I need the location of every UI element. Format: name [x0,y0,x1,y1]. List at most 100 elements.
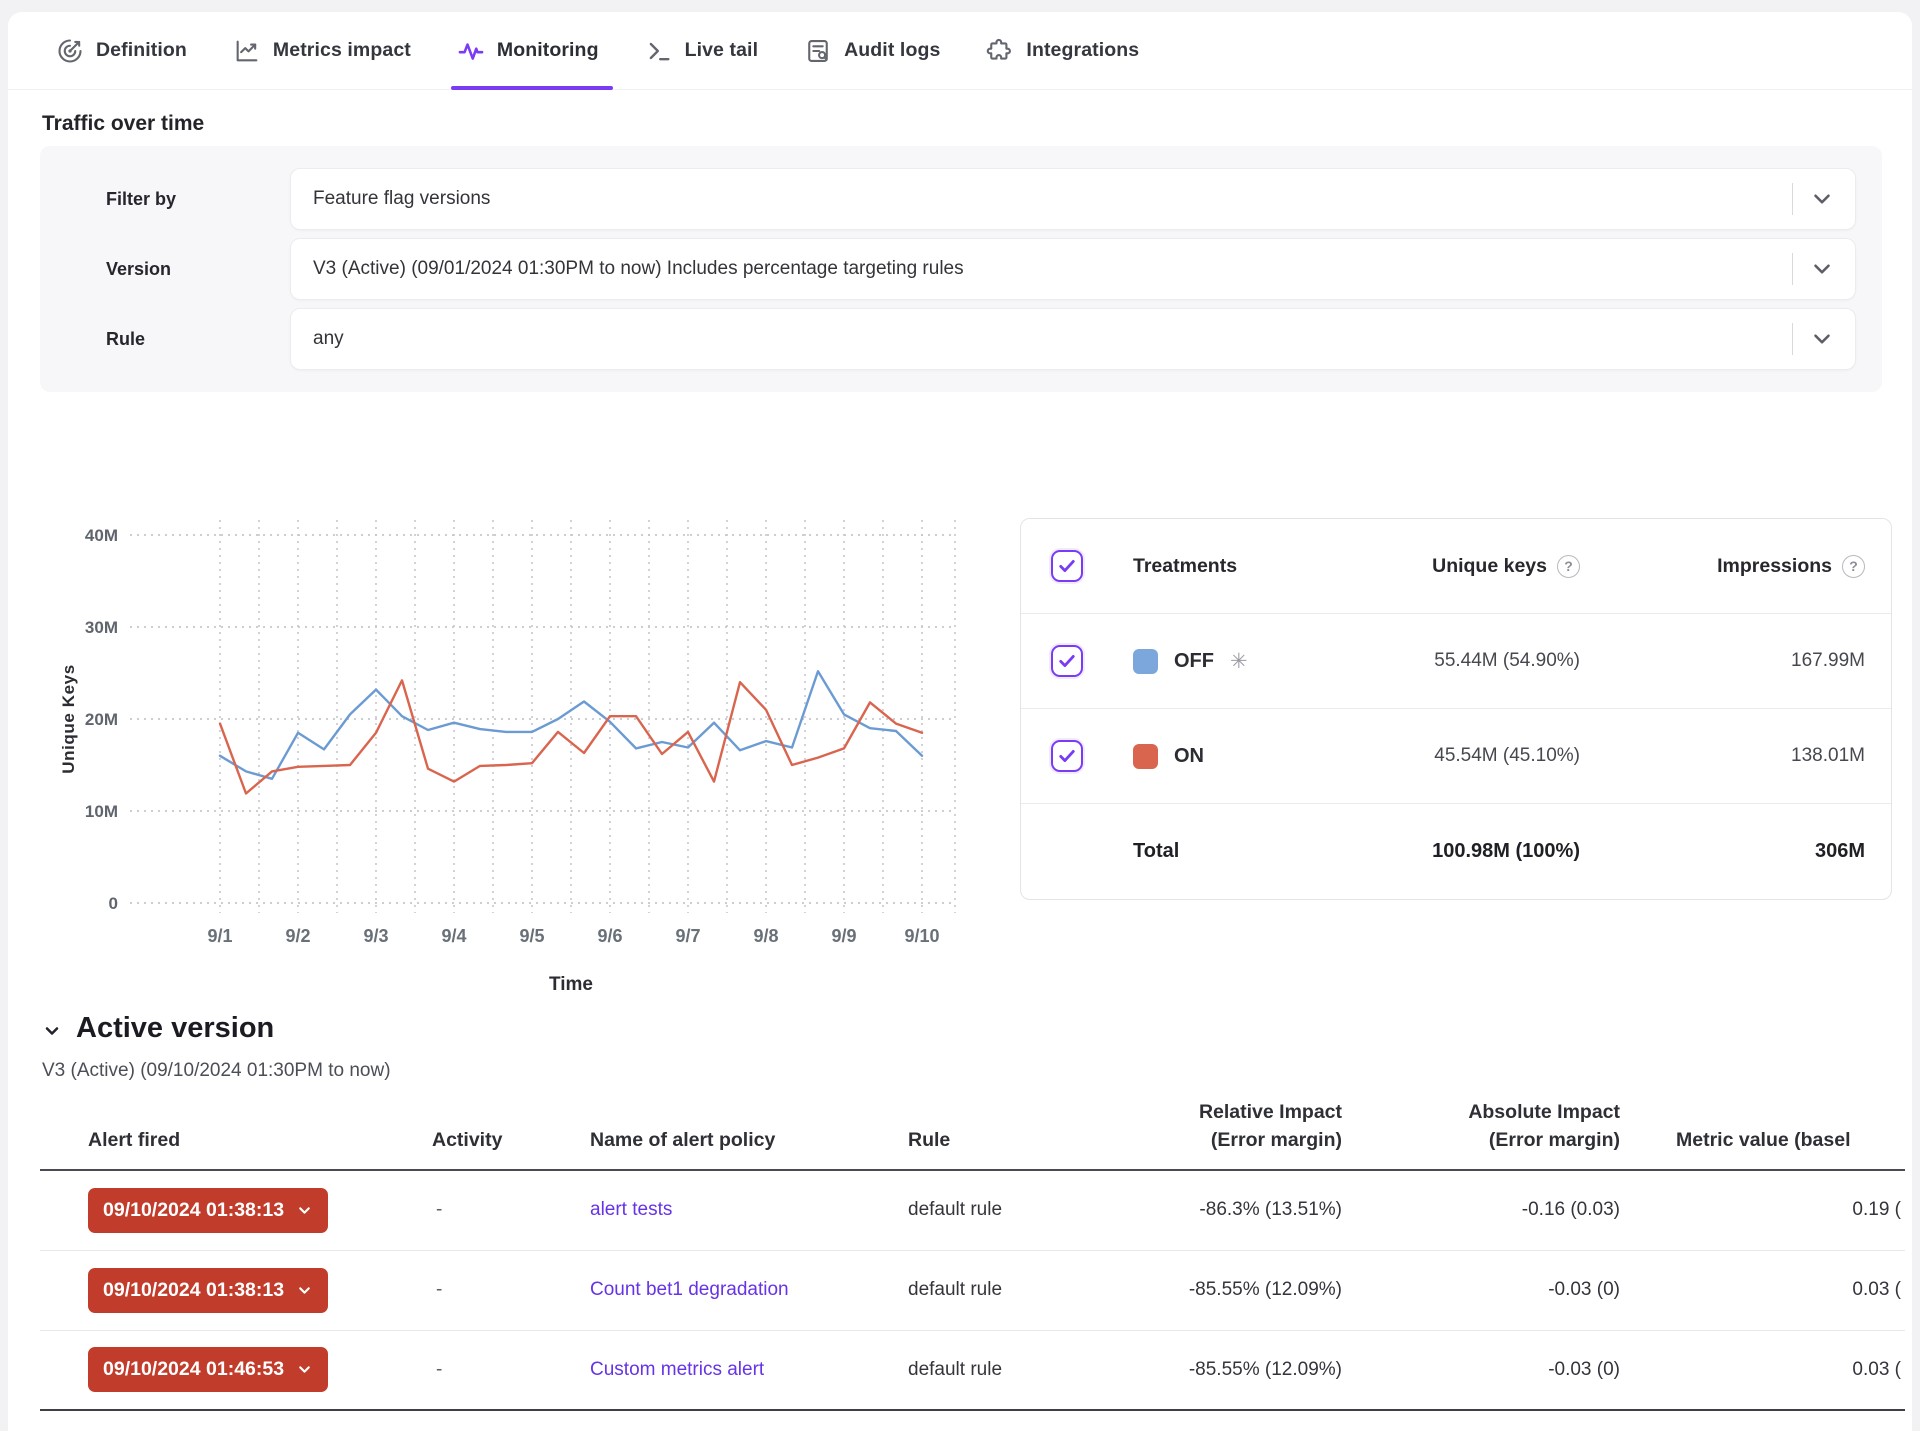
version-value: V3 (Active) (09/01/2024 01:30PM to now) … [313,258,964,280]
alerts-table: Alert fired Activity Name of alert polic… [40,1098,1905,1411]
alert-row: 09/10/2024 01:46:53 - Custom metrics ale… [40,1331,1905,1411]
tab-integrations[interactable]: Integrations [986,12,1139,90]
svg-text:Time: Time [549,974,593,995]
live-tail-icon [645,37,673,65]
filter-by-select[interactable]: Feature flag versions [290,168,1856,230]
on-treatment-checkbox[interactable] [1051,740,1083,772]
treatments-panel: Treatments Unique keys ? Impressions ? O… [1020,518,1892,900]
svg-text:9/4: 9/4 [441,926,466,946]
alerts-header-row: Alert fired Activity Name of alert polic… [40,1098,1905,1171]
svg-text:9/8: 9/8 [753,926,778,946]
alert-row: 09/10/2024 01:38:13 - Count bet1 degrada… [40,1251,1905,1331]
version-select[interactable]: V3 (Active) (09/01/2024 01:30PM to now) … [290,238,1856,300]
alert-rule: default rule [860,1279,1060,1301]
alert-activity: - [390,1279,530,1301]
chevron-down-icon [1809,326,1835,352]
select-all-checkbox[interactable] [1051,550,1083,582]
col-metric-value: Metric value (basel [1660,1126,1905,1154]
treatment-row-on: ON 45.54M (45.10%) 138.01M [1021,709,1891,804]
tab-bar: Definition Metrics impact Monitoring [8,12,1912,90]
on-unique-keys: 45.54M (45.10%) [1260,745,1580,767]
unique-keys-column-header: Unique keys ? [1260,555,1580,578]
svg-text:40M: 40M [85,526,118,545]
off-color-swatch [1133,649,1158,674]
off-treatment-checkbox[interactable] [1051,645,1083,677]
help-icon[interactable]: ? [1842,555,1865,578]
svg-text:9/10: 9/10 [904,926,939,946]
total-impressions: 306M [1580,840,1865,863]
alert-metric-value: 0.03 ( [1660,1359,1905,1381]
alert-fired-badge[interactable]: 09/10/2024 01:38:13 [88,1188,328,1233]
tab-label: Live tail [685,39,759,62]
monitoring-screen: Definition Metrics impact Monitoring [0,0,1920,1431]
alert-relative-impact: -86.3% (13.51%) [1060,1199,1370,1221]
svg-text:9/9: 9/9 [831,926,856,946]
tab-definition[interactable]: Definition [56,12,187,90]
integrations-icon [986,37,1014,65]
treatments-total-row: Total 100.98M (100%) 306M [1021,804,1891,899]
chevron-down-icon [1809,256,1835,282]
on-color-swatch [1133,744,1158,769]
version-label: Version [40,259,290,280]
alert-row: 09/10/2024 01:38:13 - alert tests defaul… [40,1171,1905,1251]
active-version-toggle[interactable]: Active version [42,1012,274,1045]
off-unique-keys: 55.44M (54.90%) [1260,650,1580,672]
default-treatment-icon: ✳ [1230,651,1248,672]
alert-metric-value: 0.19 ( [1660,1199,1905,1221]
rule-select[interactable]: any [290,308,1856,370]
col-relative-impact: Relative Impact (Error margin) [1060,1098,1370,1155]
active-version-title: Active version [76,1012,274,1045]
svg-text:9/2: 9/2 [285,926,310,946]
alert-policy-link[interactable]: alert tests [590,1199,672,1220]
select-divider [1792,183,1793,215]
active-version-subtitle: V3 (Active) (09/10/2024 01:30PM to now) [42,1060,391,1082]
svg-text:9/1: 9/1 [207,926,232,946]
col-rule: Rule [860,1126,1060,1154]
rule-value: any [313,328,344,350]
tab-label: Monitoring [497,39,599,62]
alert-fired-badge[interactable]: 09/10/2024 01:38:13 [88,1268,328,1313]
metrics-impact-icon [233,37,261,65]
col-activity: Activity [390,1126,530,1154]
col-alert-fired: Alert fired [40,1126,390,1154]
tab-live-tail[interactable]: Live tail [645,12,759,90]
alert-activity: - [390,1199,530,1221]
alert-absolute-impact: -0.03 (0) [1370,1359,1660,1381]
svg-text:9/6: 9/6 [597,926,622,946]
tab-metrics-impact[interactable]: Metrics impact [233,12,411,90]
treatment-name: ON [1174,745,1204,768]
svg-text:30M: 30M [85,618,118,637]
tab-label: Audit logs [844,39,940,62]
treatment-row-off: OFF ✳ 55.44M (54.90%) 167.99M [1021,614,1891,709]
alert-rule: default rule [860,1359,1060,1381]
alert-rule: default rule [860,1199,1060,1221]
filter-by-value: Feature flag versions [313,188,490,210]
alert-activity: - [390,1359,530,1381]
tab-audit-logs[interactable]: Audit logs [804,12,940,90]
filter-row-version: Version V3 (Active) (09/01/2024 01:30PM … [40,238,1856,300]
audit-logs-icon [804,37,832,65]
svg-text:9/7: 9/7 [675,926,700,946]
tab-label: Integrations [1026,39,1139,62]
chevron-down-icon [296,1361,313,1378]
filter-by-label: Filter by [40,189,290,210]
alert-absolute-impact: -0.16 (0.03) [1370,1199,1660,1221]
alert-relative-impact: -85.55% (12.09%) [1060,1279,1370,1301]
tab-monitoring[interactable]: Monitoring [457,12,599,90]
tab-label: Definition [96,39,187,62]
chevron-down-icon [42,1021,62,1041]
svg-text:10M: 10M [85,802,118,821]
filter-panel: Filter by Feature flag versions Version … [40,146,1882,392]
filter-row-rule: Rule any [40,308,1856,370]
alert-fired-badge[interactable]: 09/10/2024 01:46:53 [88,1347,328,1392]
alert-policy-link[interactable]: Count bet1 degradation [590,1279,789,1300]
page-title: Traffic over time [42,112,204,136]
help-icon[interactable]: ? [1557,555,1580,578]
alert-policy-link[interactable]: Custom metrics alert [590,1359,764,1380]
alert-relative-impact: -85.55% (12.09%) [1060,1359,1370,1381]
on-impressions: 138.01M [1580,745,1865,767]
total-unique-keys: 100.98M (100%) [1260,840,1580,863]
treatment-name: OFF [1174,650,1214,673]
alert-metric-value: 0.03 ( [1660,1279,1905,1301]
svg-text:9/3: 9/3 [363,926,388,946]
